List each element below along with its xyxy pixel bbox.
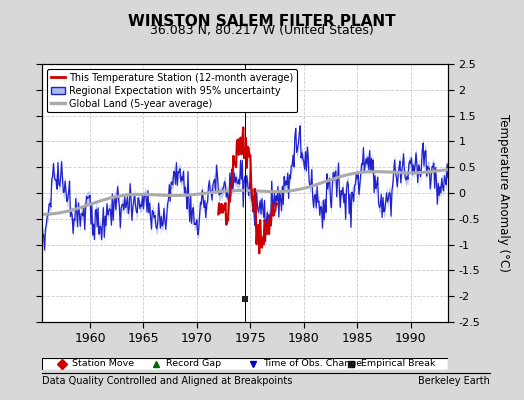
- Text: Data Quality Controlled and Aligned at Breakpoints: Data Quality Controlled and Aligned at B…: [42, 376, 292, 386]
- Legend: This Temperature Station (12-month average), Regional Expectation with 95% uncer: This Temperature Station (12-month avera…: [47, 69, 297, 112]
- Text: Time of Obs. Change: Time of Obs. Change: [263, 360, 363, 368]
- Text: Berkeley Earth: Berkeley Earth: [418, 376, 490, 386]
- Y-axis label: Temperature Anomaly (°C): Temperature Anomaly (°C): [497, 114, 510, 272]
- Text: WINSTON SALEM FILTER PLANT: WINSTON SALEM FILTER PLANT: [128, 14, 396, 29]
- Text: Record Gap: Record Gap: [166, 360, 221, 368]
- Text: Station Move: Station Move: [72, 360, 135, 368]
- Text: 36.083 N, 80.217 W (United States): 36.083 N, 80.217 W (United States): [150, 24, 374, 37]
- Text: Empirical Break: Empirical Break: [361, 360, 435, 368]
